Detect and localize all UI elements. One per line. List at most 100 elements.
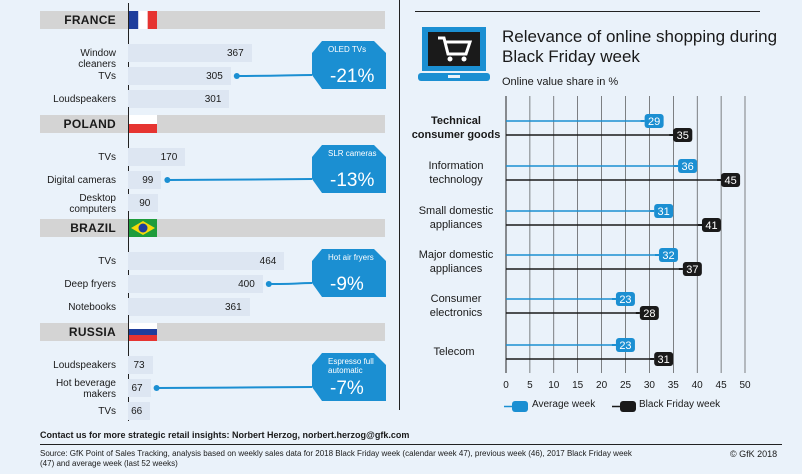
x-tick-label: 40	[691, 380, 703, 391]
item-label: Loudspeakers	[53, 360, 116, 371]
item-label: TVs	[98, 406, 116, 417]
average-week-marker	[654, 204, 674, 218]
item-value: 400	[238, 279, 255, 290]
country-name: BRAZIL	[70, 221, 116, 235]
data-label: 45	[724, 175, 736, 187]
x-tick-label: 10	[548, 380, 560, 391]
black-friday-marker	[673, 128, 693, 142]
item-label: Window cleaners	[78, 48, 116, 70]
country-name: FRANCE	[64, 13, 116, 27]
item-label: TVs	[98, 152, 116, 163]
black-friday-marker	[721, 173, 741, 187]
black-friday-marker	[682, 262, 702, 276]
country-header-bar	[40, 323, 385, 341]
price-tag-title: Espresso full automatic	[328, 357, 374, 375]
category-label: Major domestic appliances	[418, 249, 494, 275]
price-tag-percent: -9%	[330, 274, 364, 295]
item-value: 66	[131, 406, 143, 417]
footer-rule	[40, 444, 782, 445]
data-label: 28	[643, 308, 655, 320]
legend-average-label: Average week	[532, 399, 596, 410]
country-header-bar	[40, 115, 385, 133]
country-name: POLAND	[63, 117, 116, 131]
contact-line: Contact us for more strategic retail ins…	[40, 430, 410, 440]
item-bar	[128, 402, 151, 420]
data-label: 31	[658, 206, 670, 218]
average-week-marker	[615, 338, 635, 352]
item-bar	[128, 67, 231, 85]
item-bar	[128, 148, 186, 166]
item-bar	[128, 275, 263, 293]
data-label: 23	[619, 340, 631, 352]
price-drop-connector	[153, 353, 386, 401]
data-label: 37	[686, 264, 698, 276]
price-drop-connector	[233, 41, 386, 89]
x-tick-label: 50	[739, 380, 751, 391]
data-label: 35	[677, 130, 689, 142]
panel-divider	[399, 0, 400, 410]
average-week-marker	[678, 159, 698, 173]
item-bar	[128, 90, 230, 108]
item-bar	[128, 356, 153, 374]
black-friday-marker	[654, 352, 674, 366]
source-note: Source: GfK Point of Sales Tracking, ana…	[40, 449, 632, 468]
item-label: Deep fryers	[64, 279, 116, 290]
legend-blackfriday-swatch	[612, 399, 636, 412]
brazil-flag-icon	[129, 219, 157, 237]
x-tick-label: 5	[527, 380, 533, 391]
price-drop-connector	[164, 145, 386, 193]
x-tick-label: 20	[596, 380, 608, 391]
item-bar	[128, 379, 151, 397]
average-week-marker	[615, 292, 635, 306]
item-label: Desktop computers	[69, 193, 116, 215]
chart-subtitle: Online value share in %	[502, 76, 619, 88]
copyright: © GfK 2018	[730, 449, 778, 459]
item-value: 367	[226, 48, 244, 59]
item-bar	[128, 298, 250, 316]
chart-title: Relevance of online shopping during Blac…	[502, 27, 778, 66]
item-value: 90	[139, 198, 151, 209]
item-value: 170	[160, 152, 178, 163]
country-header-bar	[40, 219, 385, 237]
item-label: Notebooks	[68, 302, 116, 313]
x-tick-label: 15	[572, 380, 584, 391]
data-label: 41	[705, 220, 717, 232]
data-label: 29	[648, 116, 660, 128]
poland-flag-icon	[129, 115, 157, 133]
average-week-marker	[644, 114, 664, 128]
item-value: 73	[133, 360, 145, 371]
price-tag-title: OLED TVs	[328, 45, 367, 54]
country-name: RUSSIA	[68, 325, 116, 339]
x-tick-label: 0	[503, 380, 509, 391]
item-label: Digital cameras	[47, 175, 116, 186]
item-value: 67	[131, 383, 143, 394]
item-label: TVs	[98, 71, 116, 82]
item-value: 301	[204, 94, 222, 105]
item-label: TVs	[98, 256, 116, 267]
x-tick-label: 45	[715, 380, 727, 391]
category-label: Technical consumer goods	[411, 115, 501, 141]
item-value: 305	[206, 71, 223, 82]
average-week-marker	[658, 248, 678, 262]
x-tick-label: 35	[667, 380, 679, 391]
item-value: 361	[224, 302, 242, 313]
item-bar	[128, 252, 285, 270]
item-bar	[128, 44, 252, 62]
item-value: 99	[142, 175, 154, 186]
category-label: Small domestic appliances	[418, 205, 494, 231]
item-label: Loudspeakers	[53, 94, 116, 105]
category-label: Telecom	[433, 346, 475, 358]
country-header-bar	[40, 11, 385, 29]
data-label: 23	[619, 294, 631, 306]
france-flag-icon	[129, 11, 157, 29]
item-bar	[128, 194, 159, 212]
price-drop-connector	[265, 249, 386, 297]
price-tag-percent: -7%	[330, 378, 364, 399]
item-label: Hot beverage makers	[55, 378, 116, 400]
category-label: Information technology	[428, 160, 484, 186]
top-rule	[415, 11, 760, 12]
x-tick-label: 25	[619, 380, 632, 391]
item-value: 464	[259, 256, 277, 267]
data-label: 32	[662, 250, 674, 262]
